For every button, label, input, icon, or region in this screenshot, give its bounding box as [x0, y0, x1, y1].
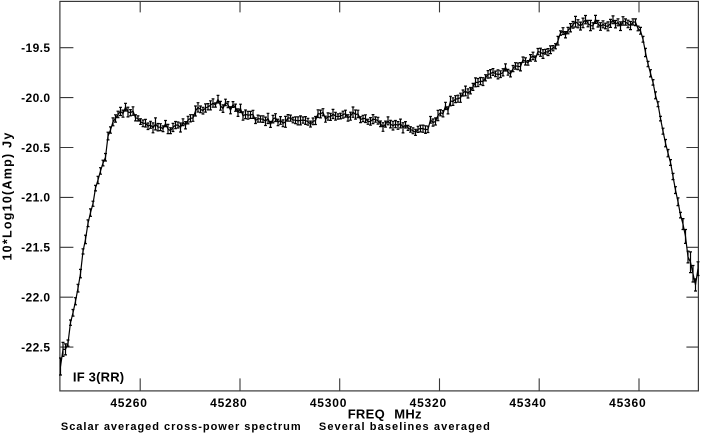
- svg-text:-21.0: -21.0: [21, 191, 50, 205]
- svg-text:Scalar averaged cross-power sp: Scalar averaged cross-power spectrum: [61, 421, 302, 433]
- svg-text:45300: 45300: [310, 396, 347, 410]
- svg-text:-21.5: -21.5: [21, 241, 50, 255]
- svg-text:45340: 45340: [509, 396, 546, 410]
- svg-text:45260: 45260: [110, 396, 147, 410]
- svg-text:10*Log10(Amp) Jy: 10*Log10(Amp) Jy: [1, 131, 15, 260]
- svg-text:-20.5: -20.5: [21, 141, 50, 155]
- svg-text:-22.0: -22.0: [21, 291, 50, 305]
- svg-text:45280: 45280: [210, 396, 247, 410]
- svg-text:45320: 45320: [410, 396, 447, 410]
- svg-text:45360: 45360: [609, 396, 646, 410]
- svg-text:Several baselines averaged: Several baselines averaged: [319, 421, 491, 433]
- svg-text:-19.5: -19.5: [21, 41, 50, 55]
- svg-text:IF 3(RR): IF 3(RR): [73, 370, 124, 385]
- svg-text:-20.0: -20.0: [21, 91, 50, 105]
- svg-text:-22.5: -22.5: [21, 340, 50, 354]
- svg-text:MHz: MHz: [394, 407, 422, 422]
- svg-text:FREQ: FREQ: [348, 407, 385, 422]
